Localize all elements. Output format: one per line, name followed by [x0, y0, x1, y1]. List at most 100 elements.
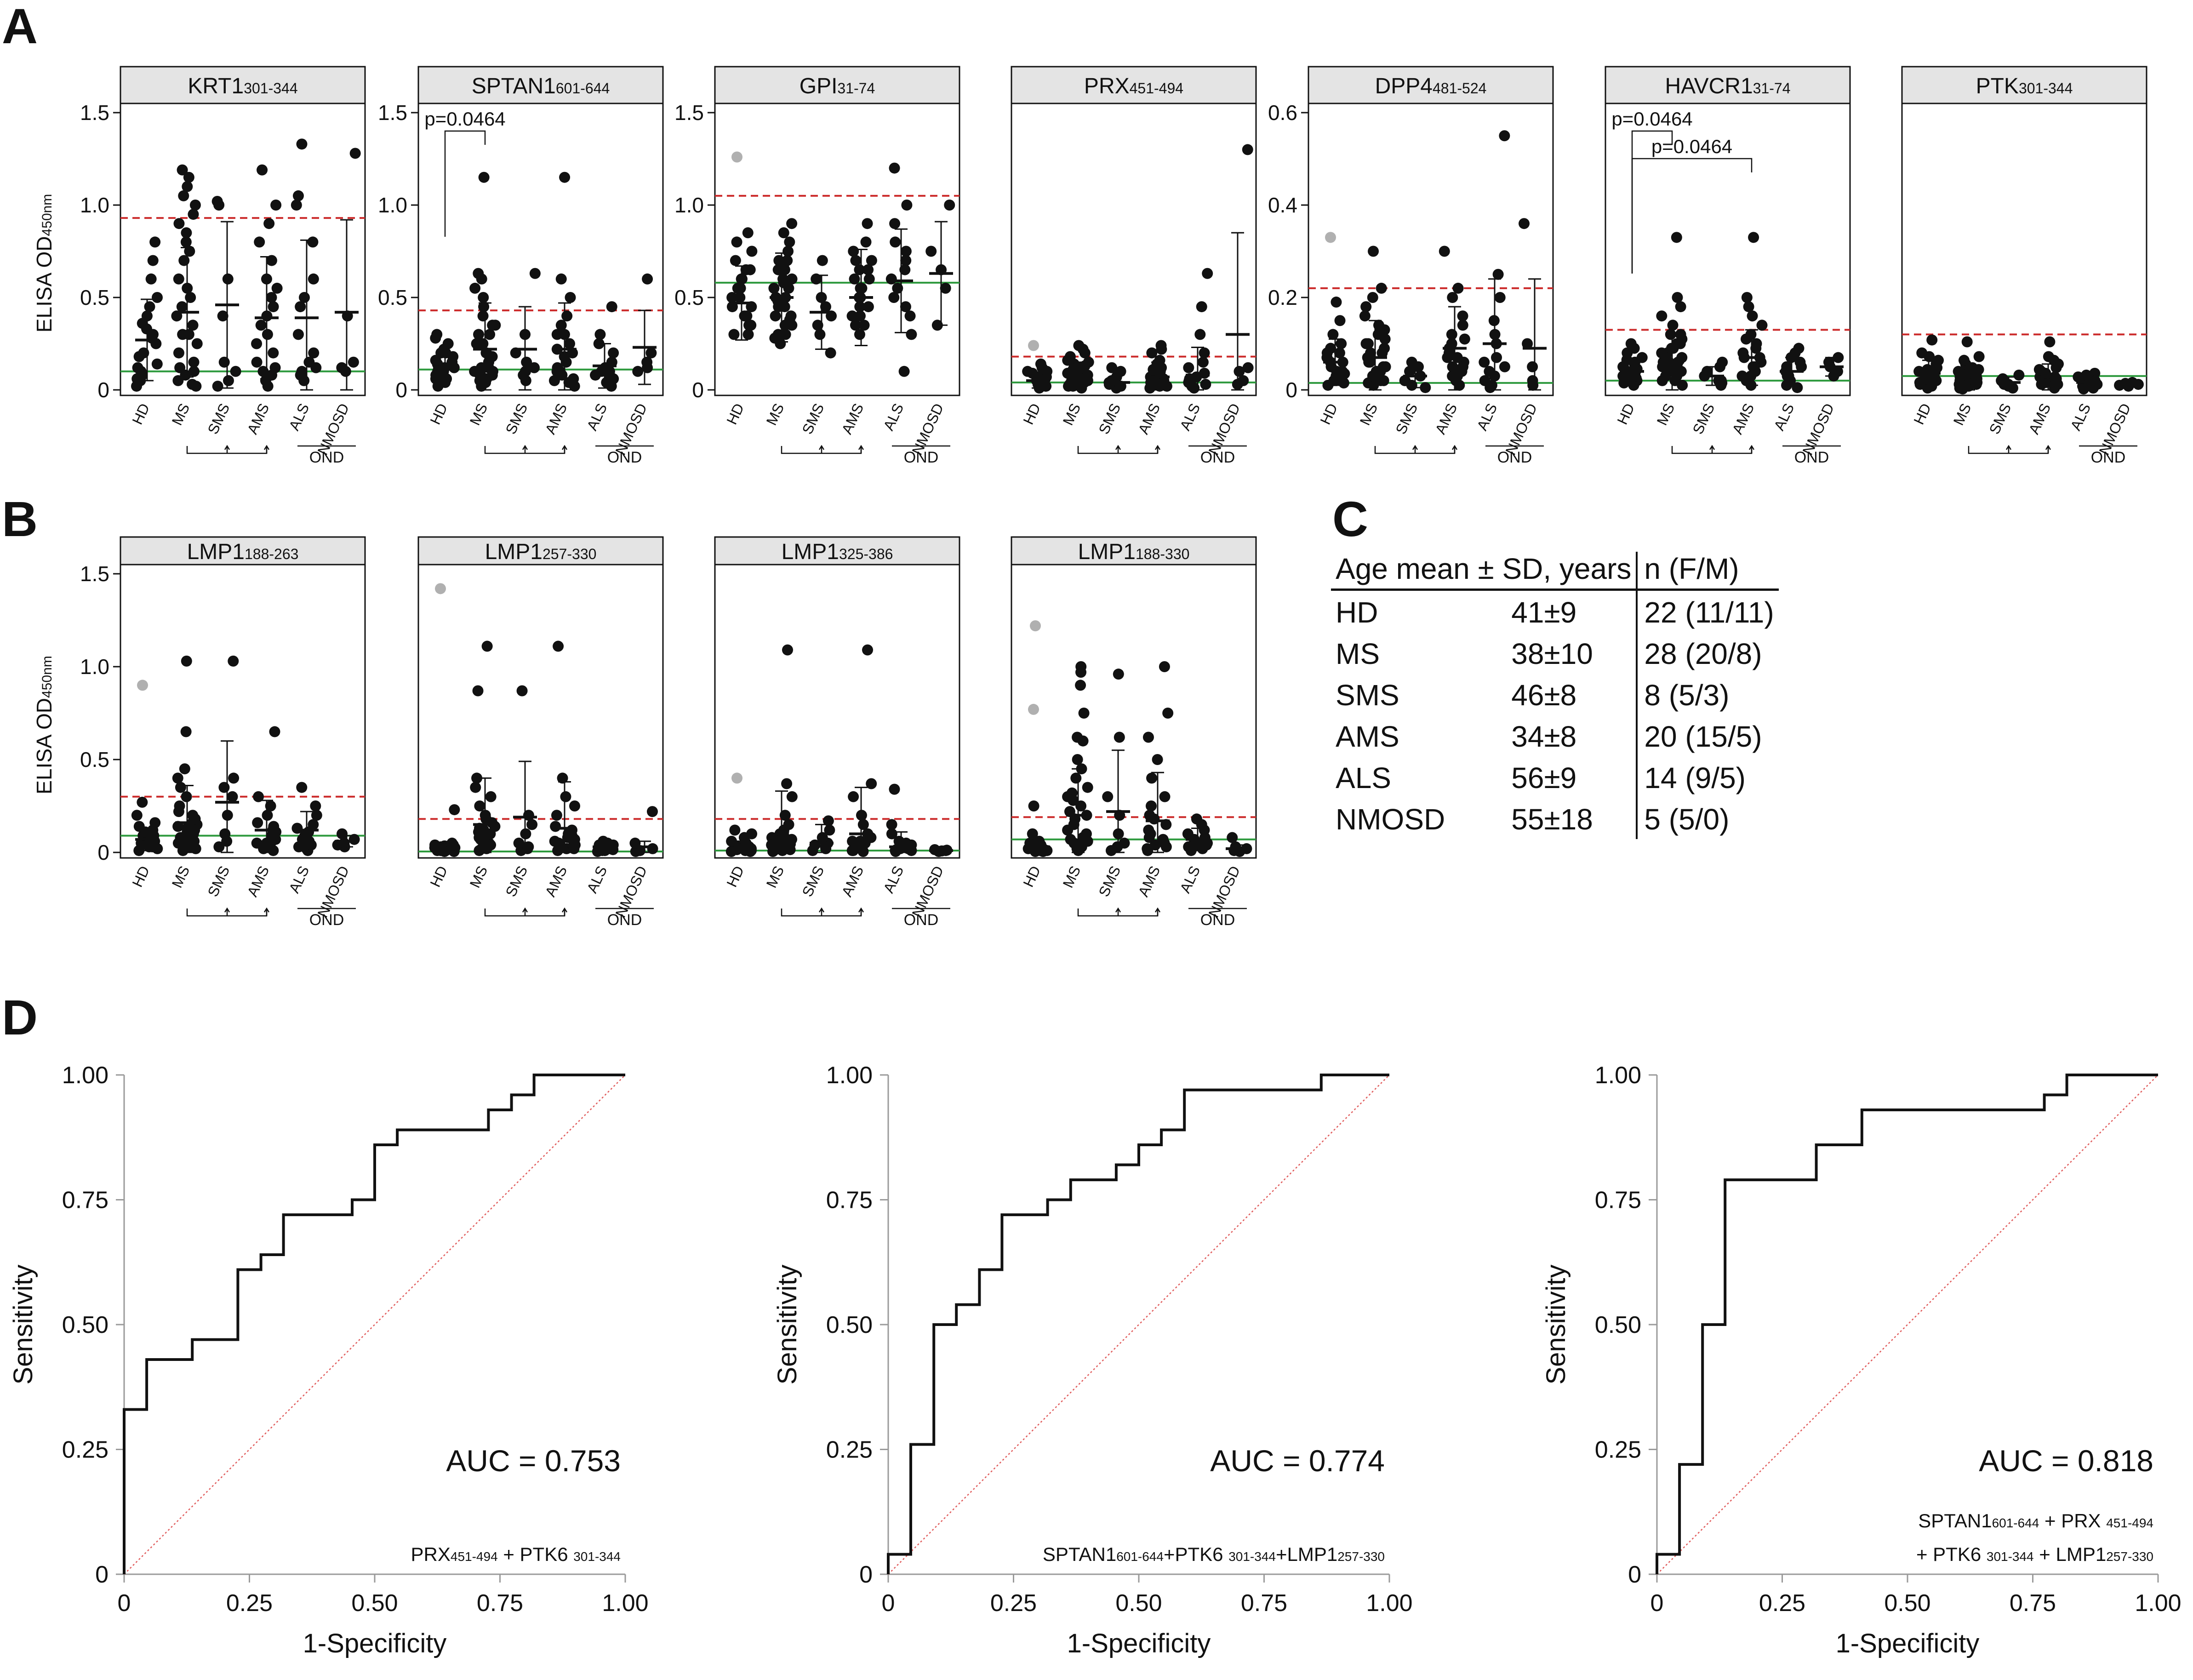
roc-x-tick-label: 0.50 [1884, 1590, 1930, 1617]
data-point [138, 347, 149, 359]
data-point [254, 236, 265, 248]
data-point [1078, 708, 1090, 719]
data-point [564, 338, 575, 349]
roc-curve [887, 1074, 1389, 1574]
ms-bracket-arrow [1115, 907, 1121, 916]
x-tick-group: HD [1614, 401, 1638, 427]
data-point [149, 817, 161, 829]
ms-bracket-arrow [818, 445, 825, 453]
data-point [474, 800, 485, 811]
data-point [848, 791, 859, 802]
y-tick-label: 1.0 [378, 193, 407, 217]
data-point [1199, 367, 1210, 379]
data-point [183, 171, 194, 183]
data-point [605, 375, 616, 386]
data-point [1676, 352, 1688, 363]
data-point [191, 338, 203, 349]
label-run: DPP4 [1375, 74, 1433, 98]
data-point [784, 314, 795, 326]
data-point [726, 292, 738, 303]
roc-y-axis-label-group: Sensitivity [772, 1264, 802, 1384]
data-point [1325, 343, 1336, 354]
x-tick-label: MS [763, 863, 787, 891]
data-point [1073, 340, 1085, 351]
data-point [858, 320, 870, 331]
ms-bracket-arrow [1154, 445, 1161, 453]
data-point [173, 347, 184, 359]
label-subscript: 301-344 [2019, 80, 2073, 97]
roc-x-tick-label: 0.25 [226, 1590, 273, 1617]
data-point [446, 837, 458, 849]
data-point [1194, 329, 1206, 340]
data-point [1793, 343, 1805, 354]
data-point [786, 273, 798, 285]
data-point [1067, 366, 1078, 377]
ond-label: OND [607, 911, 642, 929]
data-point [862, 264, 874, 275]
panel-frame [714, 564, 960, 859]
roc-y-tick-label: 0.50 [1595, 1312, 1641, 1338]
data-point [1656, 310, 1668, 322]
roc-y-tick-label: 0 [1628, 1561, 1641, 1588]
data-point [739, 310, 750, 322]
x-tick-group: MS [763, 401, 787, 428]
data-point [857, 819, 869, 830]
data-point [560, 791, 571, 802]
ond-label: OND [904, 449, 939, 466]
data-point [291, 823, 303, 834]
data-point [780, 329, 791, 340]
data-point [487, 366, 499, 377]
data-point [1197, 356, 1209, 368]
cohort-table-header-age: Age mean ± SD, years [1331, 552, 1637, 591]
x-tick-label: AMS [1729, 401, 1757, 437]
data-point [1930, 375, 1942, 386]
data-point [1459, 333, 1470, 345]
x-tick-group: ALS [286, 863, 312, 896]
y-tick-label: 0 [97, 378, 109, 402]
panel-header [714, 536, 960, 566]
roc-x-tick-label: 0.75 [477, 1590, 523, 1617]
x-tick-label: SMS [799, 401, 827, 437]
roc-y-axis-label-group: Sensitivity [8, 1264, 38, 1384]
data-point [263, 218, 275, 229]
label-run: +LMP1 [1276, 1543, 1337, 1565]
x-tick-group: SMS [204, 401, 233, 437]
label-subscript: 301-344 [1228, 1549, 1276, 1564]
panel-letter-b: B [2, 491, 38, 547]
label-subscript: 451-494 [1130, 80, 1183, 97]
roc-y-tick-label: 0.50 [826, 1312, 873, 1338]
data-point [889, 218, 901, 229]
data-point [295, 301, 306, 313]
data-point [255, 320, 267, 331]
ms-bracket-arrow [1709, 445, 1715, 453]
data-point [1242, 362, 1254, 373]
data-point [809, 839, 821, 851]
x-tick-label: SMS [204, 863, 233, 899]
x-tick-group: SMS [1392, 401, 1421, 437]
y-axis-label-text: ELISA OD450nm [32, 656, 56, 794]
y-tick-label: 0.4 [1268, 193, 1297, 217]
roc-y-tick-label: 0.25 [62, 1437, 109, 1463]
label-subscript: 450nm [40, 656, 55, 698]
data-point [181, 655, 192, 667]
roc-y-tick-label: 0.50 [62, 1312, 109, 1338]
data-point [769, 332, 781, 344]
data-point [1072, 731, 1083, 743]
label-run: ELISA OD [32, 698, 56, 794]
data-point [812, 320, 823, 331]
x-tick-group: SMS [1689, 401, 1718, 437]
data-point [646, 806, 658, 817]
y-tick-label: 1.0 [674, 193, 704, 217]
data-point [1102, 791, 1114, 802]
data-point [144, 301, 155, 313]
panel-frame [417, 103, 664, 396]
x-tick-group: MS [1356, 401, 1381, 428]
label-run: LMP1 [782, 540, 839, 564]
data-point [740, 264, 752, 275]
x-tick-label: HD [1614, 401, 1638, 427]
label-run: SPTAN1 [1043, 1543, 1116, 1565]
data-point [606, 843, 618, 854]
x-tick-label: MS [1059, 401, 1084, 428]
label-run: +PTK6 [1164, 1543, 1228, 1565]
data-point [553, 640, 564, 652]
